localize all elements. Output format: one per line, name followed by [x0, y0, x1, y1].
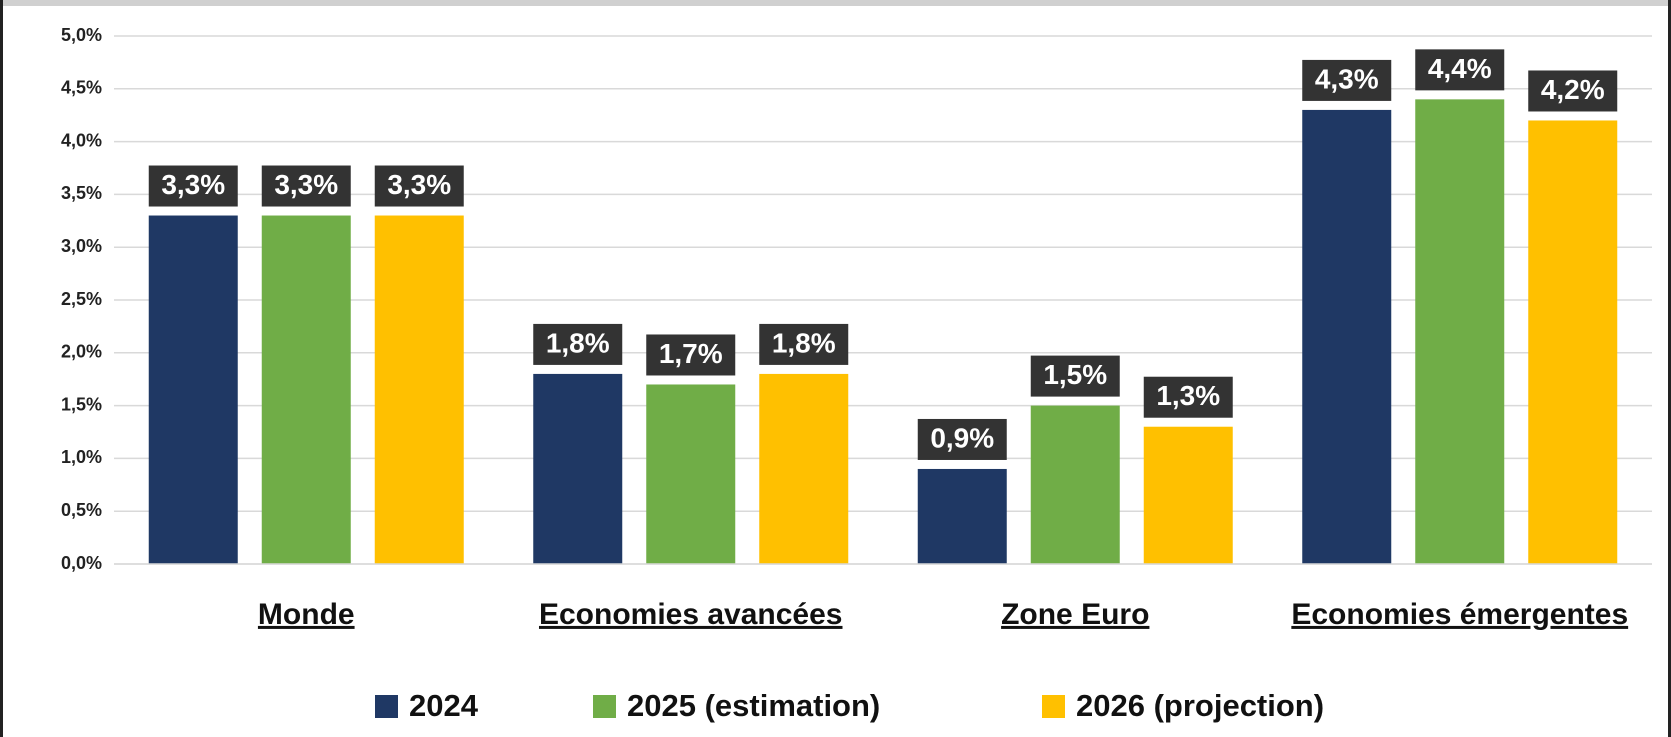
legend-swatch [1042, 695, 1065, 718]
bar [261, 215, 351, 564]
value-label: 3,3% [387, 169, 451, 200]
legend-swatch [593, 695, 616, 718]
value-label-box [261, 165, 351, 207]
y-tick-label: 0,5% [61, 500, 102, 520]
value-label: 4,2% [1541, 74, 1605, 105]
legend-label: 2024 [409, 688, 479, 723]
value-label: 1,3% [1156, 380, 1220, 411]
value-label-box [1528, 70, 1618, 112]
bar [646, 384, 736, 564]
y-tick-label: 5,0% [61, 25, 102, 45]
legend-swatch [375, 695, 398, 718]
bar [917, 468, 1007, 564]
bar [533, 373, 623, 564]
value-label-box [646, 334, 736, 376]
bar [1528, 120, 1618, 564]
value-label-box [759, 323, 849, 365]
y-tick-label: 3,5% [61, 183, 102, 203]
bar [374, 215, 464, 564]
value-label: 4,3% [1315, 63, 1379, 94]
y-tick-label: 4,5% [61, 78, 102, 98]
y-tick-label: 0,0% [61, 553, 102, 573]
value-label: 3,3% [161, 169, 225, 200]
value-label-box [1415, 49, 1505, 91]
bar [1415, 99, 1505, 565]
value-label: 1,5% [1043, 359, 1107, 390]
value-label-box [374, 165, 464, 207]
y-tick-label: 4,0% [61, 130, 102, 150]
value-label: 0,9% [930, 422, 994, 453]
bar [1030, 405, 1120, 564]
value-label-box [1302, 59, 1392, 101]
value-label-box [533, 323, 623, 365]
y-tick-label: 2,5% [61, 289, 102, 309]
legend-label: 2025 (estimation) [627, 688, 880, 723]
y-tick-label: 1,5% [61, 394, 102, 414]
value-label: 4,4% [1428, 53, 1492, 84]
y-tick-label: 1,0% [61, 447, 102, 467]
value-label: 1,7% [659, 338, 723, 369]
value-label: 3,3% [274, 169, 338, 200]
value-label-box [148, 165, 238, 207]
value-label: 1,8% [546, 327, 610, 358]
value-label-box [917, 418, 1007, 460]
x-tick-label: Monde [258, 598, 355, 631]
bar [148, 215, 238, 564]
y-tick-label: 3,0% [61, 236, 102, 256]
legend-label: 2026 (projection) [1076, 688, 1324, 723]
y-tick-label: 2,0% [61, 342, 102, 362]
x-tick-label: Zone Euro [1001, 598, 1149, 631]
bar [759, 373, 849, 564]
bar [1302, 109, 1392, 565]
value-label-box [1030, 355, 1120, 397]
top-band [0, 0, 1671, 6]
bar [1143, 426, 1233, 564]
x-tick-label: Economies avancées [539, 598, 843, 631]
value-label-box [1143, 376, 1233, 418]
value-label: 1,8% [772, 327, 836, 358]
x-tick-label: Economies émergentes [1291, 598, 1628, 631]
